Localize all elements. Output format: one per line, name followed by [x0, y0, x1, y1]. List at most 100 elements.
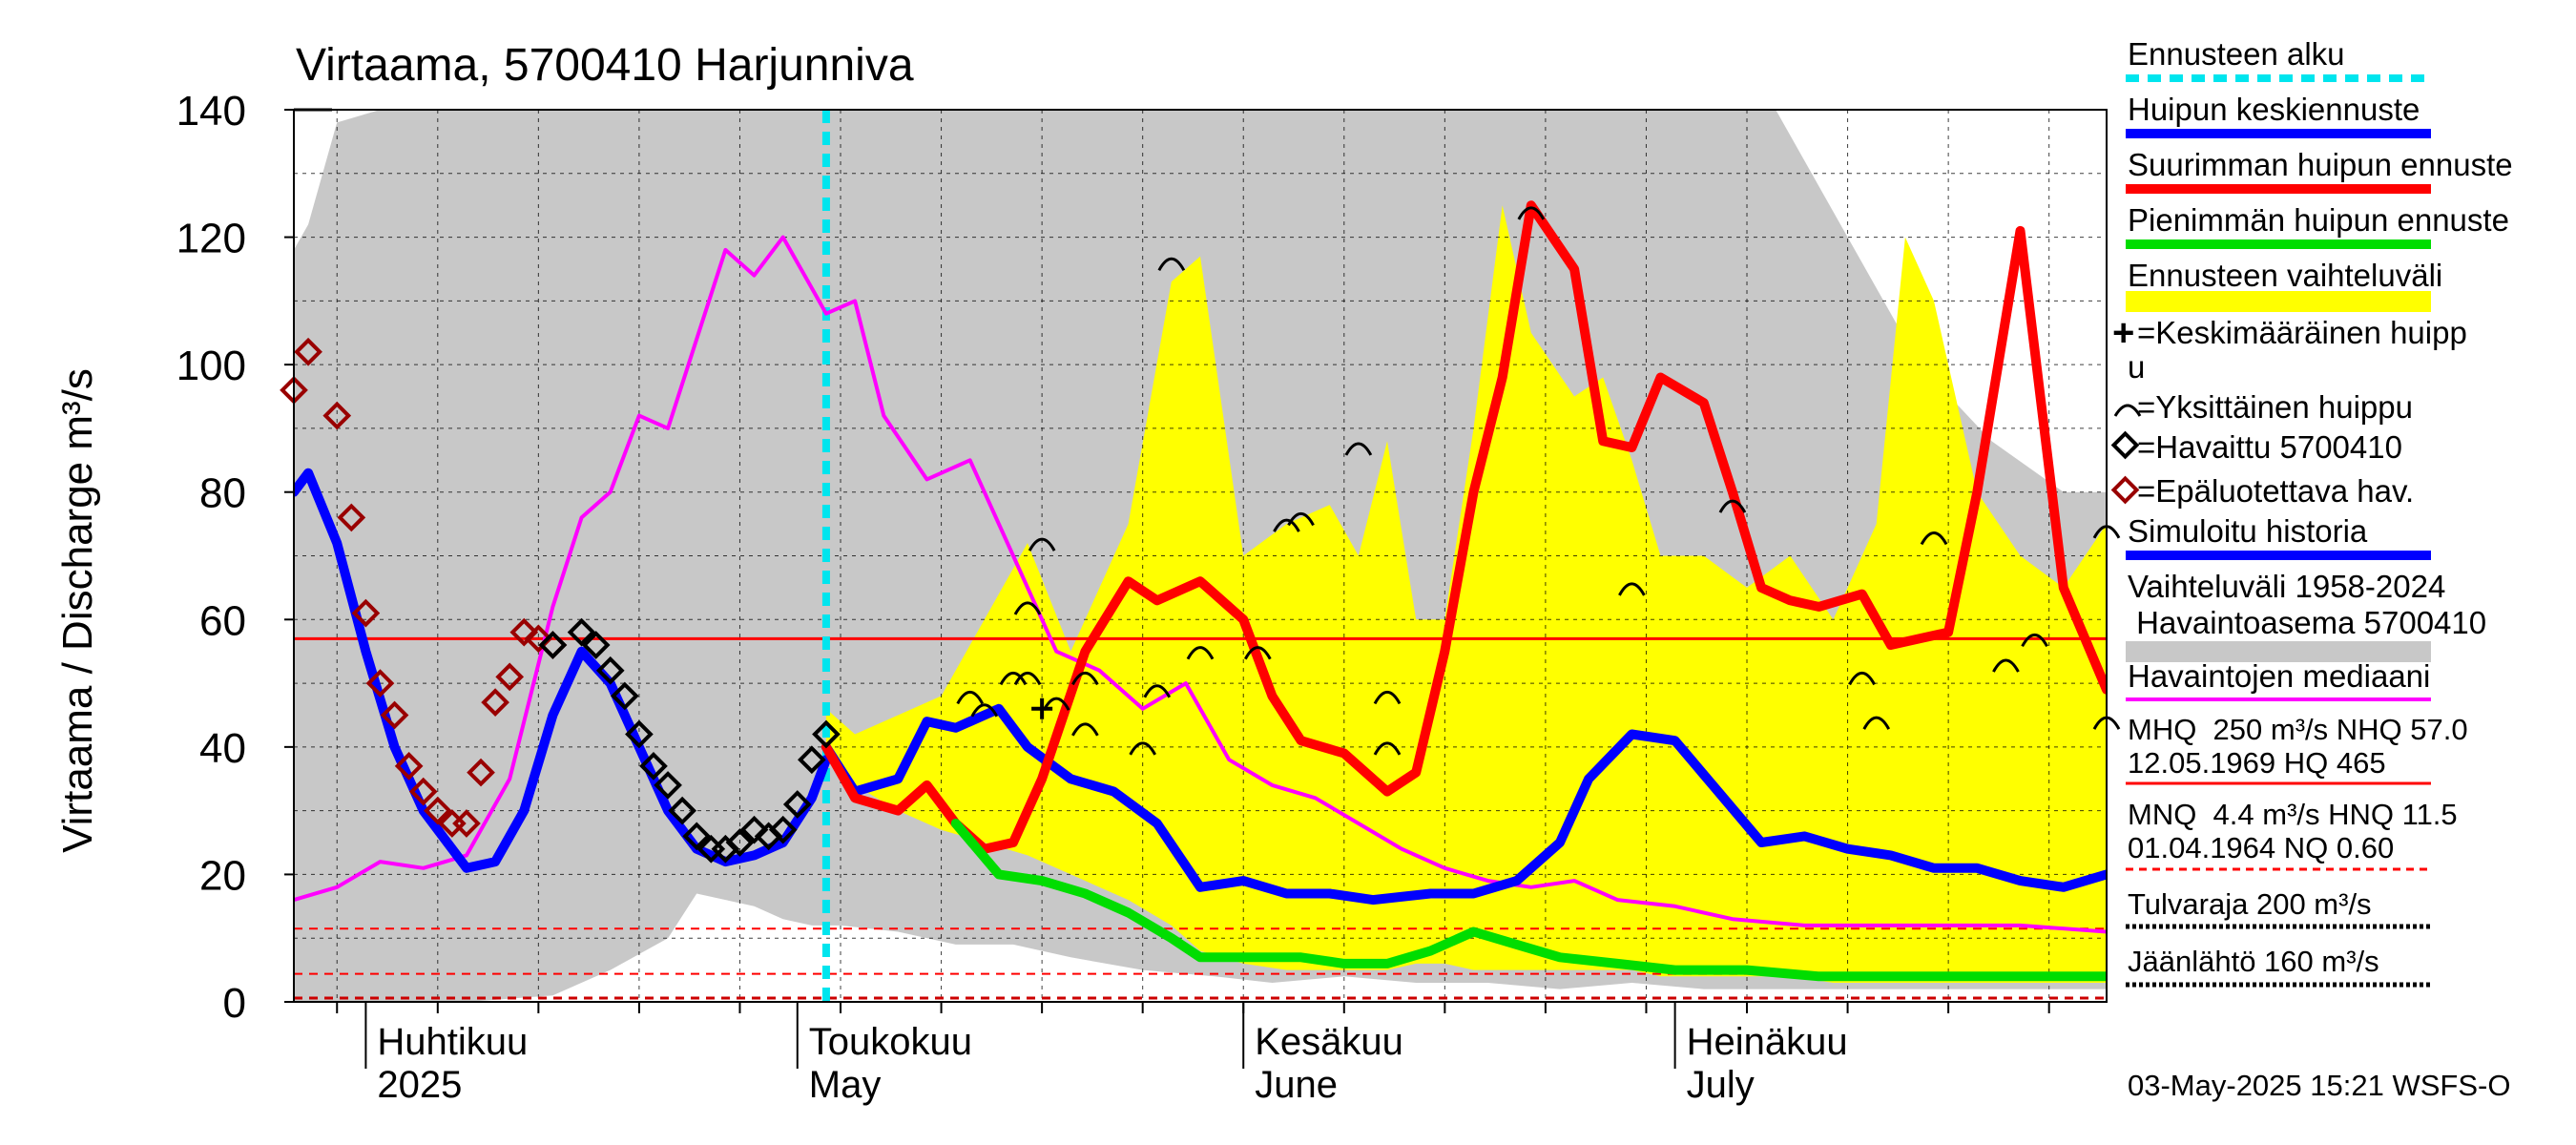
legend-single-peak: =Yksittäinen huippu	[2137, 389, 2413, 425]
y-tick-label: 60	[199, 597, 246, 644]
x-month-label-en: 2025	[377, 1064, 462, 1106]
single-peak-marker	[1718, 499, 1747, 513]
chart-title: Virtaama, 5700410 Harjunniva	[296, 40, 914, 91]
unreliable-observation-marker	[408, 777, 438, 806]
mean-peak-marker	[1031, 697, 1053, 719]
reference-lines-layer	[294, 110, 2107, 1002]
legend-flood: Tulvaraja 200 m³/s	[2128, 887, 2372, 921]
x-month-label-en: May	[809, 1064, 882, 1106]
unreliable-observation-marker	[495, 662, 525, 692]
observation-marker	[654, 771, 682, 800]
legend-ice: Jäänlähtö 160 m³/s	[2128, 945, 2379, 978]
legend: Ennusteen alku Huipun keskiennuste Suuri…	[2110, 36, 2513, 988]
y-tick-label: 140	[177, 88, 246, 135]
legend-forecast-start: Ennusteen alku	[2128, 36, 2345, 72]
legend-observed: =Havaittu 5700410	[2137, 429, 2402, 465]
x-month-label-fi: Kesäkuu	[1255, 1021, 1403, 1063]
single-peak-marker	[1862, 716, 1891, 730]
observation-marker	[610, 681, 639, 711]
legend-unreliable: =Epäluotettava hav.	[2137, 473, 2414, 509]
single-peak-marker	[1344, 442, 1373, 456]
single-peak-marker	[1071, 671, 1099, 686]
y-tick-label: 0	[223, 980, 246, 1027]
observation-marker	[725, 828, 755, 857]
single-peak-marker	[1920, 531, 1948, 546]
x-month-label-fi: Heinäkuu	[1687, 1021, 1848, 1063]
simulated-history-line	[294, 468, 831, 873]
max-forecast-line	[821, 200, 2107, 854]
observation-marker	[696, 834, 726, 864]
y-tick-label: 100	[177, 343, 246, 389]
legend-median: Havaintojen mediaani	[2128, 658, 2430, 694]
footer-timestamp: 03-May-2025 15:21 WSFS-O	[2128, 1069, 2510, 1102]
single-peak-marker	[1129, 741, 1156, 756]
observation-marker	[625, 719, 654, 749]
single-peak-marker	[1373, 690, 1402, 705]
series-layer	[294, 200, 2107, 982]
single-peak-marker	[1244, 646, 1272, 660]
single-peak-marker	[1287, 511, 1315, 527]
single-peak-marker	[2021, 633, 2048, 648]
single-peak-marker	[956, 690, 985, 705]
single-peak-marker	[1848, 671, 1876, 686]
x-month-label-en: July	[1687, 1064, 1755, 1106]
observation-marker	[668, 796, 696, 825]
observation-marker	[812, 719, 841, 749]
legend-mnq-date: 01.04.1964 NQ 0.60	[2128, 831, 2394, 864]
legend-hist-range: Vaihteluväli 1958-2024	[2128, 569, 2445, 604]
legend-unreliable-symbol	[2110, 475, 2140, 505]
y-tick-label: 120	[177, 216, 246, 262]
legend-min-forecast: Pienimmän huipun ennuste	[2128, 202, 2509, 238]
legend-mean-peak: =Keskimääräinen huipp	[2137, 315, 2467, 350]
legend-single-peak-symbol	[2113, 404, 2142, 417]
unreliable-observation-marker	[394, 752, 424, 781]
unreliable-observation-marker	[322, 401, 352, 430]
single-peak-marker	[1186, 646, 1215, 660]
observation-marker	[581, 631, 611, 659]
observation-marker	[639, 752, 668, 781]
legend-mhq: MHQ 250 m³/s NHQ 57.0	[2128, 713, 2468, 746]
x-month-label-fi: Toukokuu	[809, 1021, 972, 1063]
legend-forecast-range: Ennusteen vaihteluväli	[2128, 258, 2442, 293]
x-month-label-fi: Huhtikuu	[377, 1021, 528, 1063]
unreliable-observation-marker	[438, 809, 467, 838]
unreliable-observation-marker	[467, 758, 495, 787]
unreliable-observation-marker	[351, 598, 381, 628]
x-month-label-en: June	[1255, 1064, 1338, 1106]
legend-max-forecast: Suurimman huipun ennuste	[2128, 147, 2513, 182]
observation-marker	[595, 656, 625, 685]
single-peak-marker	[1517, 206, 1546, 220]
observation-marker	[682, 822, 712, 851]
forecast-range-band	[825, 205, 2107, 983]
single-peak-marker	[1042, 697, 1070, 711]
single-peak-marker	[999, 671, 1028, 686]
single-peak-marker	[1373, 741, 1402, 756]
unreliable-observation-marker	[337, 503, 366, 532]
legend-mean-forecast: Huipun keskiennuste	[2128, 92, 2420, 127]
single-peak-marker	[1618, 582, 1646, 596]
y-tick-label: 40	[199, 725, 246, 772]
legend-hist-range-station: Havaintoasema 5700410	[2128, 605, 2486, 640]
unreliable-observation-marker	[280, 376, 308, 405]
mean-forecast-line	[821, 703, 2107, 906]
single-peak-marker	[1992, 658, 2020, 673]
plot-frame	[293, 109, 2108, 1003]
unreliable-observation-marker	[365, 669, 395, 697]
median-line	[294, 235, 2107, 934]
unreliable-observation-marker	[380, 700, 409, 730]
y-tick-label: 80	[199, 470, 246, 517]
y-tick-label: 20	[199, 852, 246, 899]
observation-marker	[782, 790, 812, 819]
legend-mhq-date: 12.05.1969 HQ 465	[2128, 746, 2386, 780]
legend-mean-peak-symbol: +	[2112, 312, 2134, 354]
single-peak-marker	[1143, 684, 1172, 698]
single-peak-marker	[1013, 671, 1042, 686]
single-peak-marker	[970, 703, 999, 718]
bands-layer	[294, 110, 2107, 1002]
legend-simulated: Simuloitu historia	[2128, 513, 2368, 549]
unreliable-observation-marker	[294, 337, 322, 366]
legend-swatch-hist-range	[2126, 641, 2431, 662]
observation-marker	[567, 617, 596, 647]
